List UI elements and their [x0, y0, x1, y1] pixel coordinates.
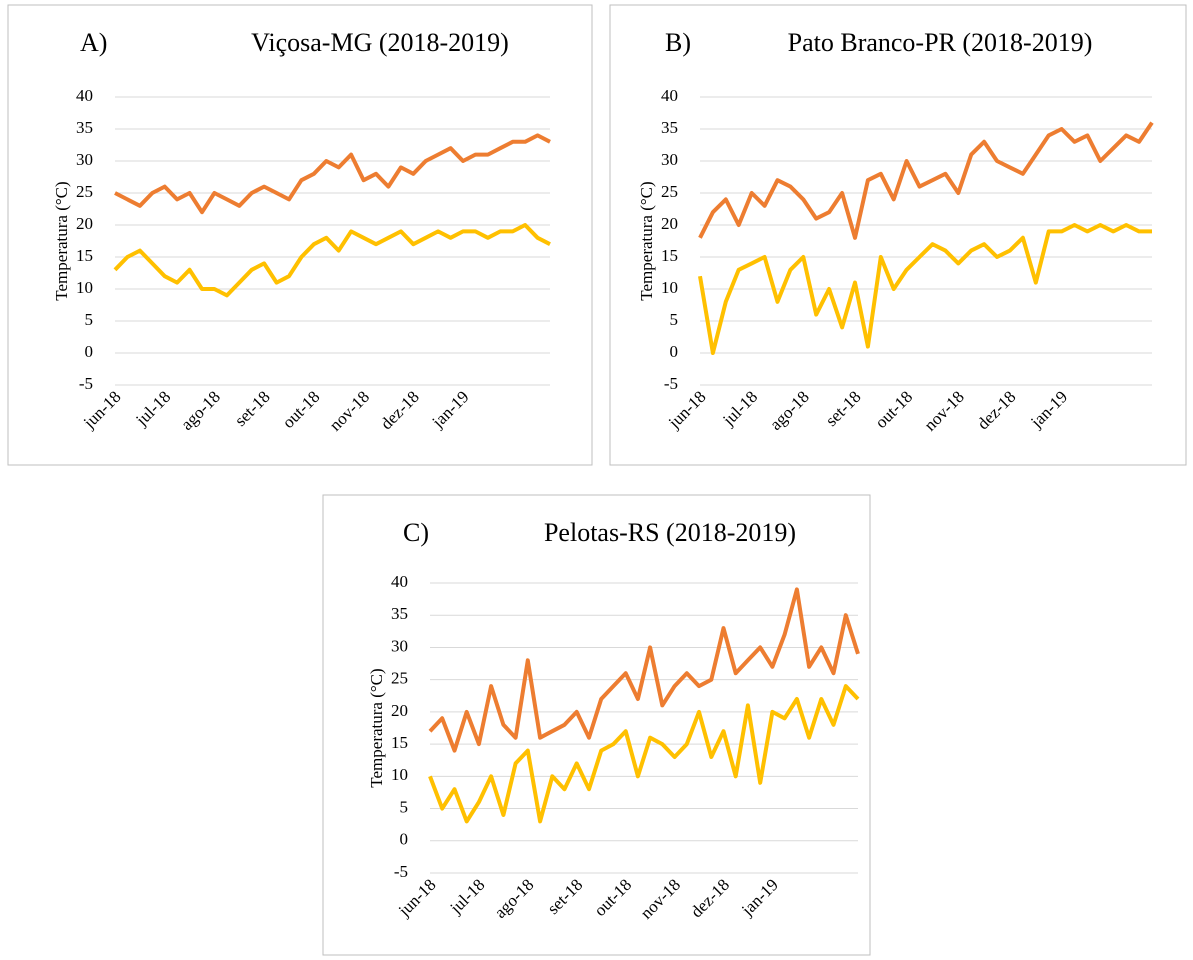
y-tick-label: -5: [664, 374, 678, 393]
y-tick-label: 40: [391, 572, 408, 591]
y-axis-label: Temperatura (°C): [367, 668, 386, 787]
y-tick-label: 40: [661, 86, 678, 105]
chart-panel: A) Viçosa-MG (2018-2019) Temperatura (°C) -…: [7, 4, 593, 466]
y-tick-label: 5: [400, 797, 409, 816]
y-axis-label: Temperatura (°C): [637, 181, 656, 300]
y-tick-label: 0: [400, 830, 409, 849]
y-tick-label: 10: [391, 765, 408, 784]
y-tick-label: 25: [661, 182, 678, 201]
panel-border: [322, 494, 871, 956]
y-tick-label: 20: [76, 214, 93, 233]
y-tick-label: 15: [391, 733, 408, 752]
data-line: [428, 587, 860, 753]
y-tick-label: 10: [661, 278, 678, 297]
panel-label: A): [80, 28, 107, 57]
y-tick-label: -5: [394, 862, 408, 881]
chart-panel: B) Pato Branco-PR (2018-2019) Temperatura …: [609, 4, 1187, 466]
y-tick-label: 0: [85, 342, 94, 361]
y-tick-label: 35: [391, 604, 408, 623]
y-tick-label: 40: [76, 86, 93, 105]
y-tick-label: 35: [661, 118, 678, 137]
chart-title: Pato Branco-PR (2018-2019): [788, 28, 1093, 57]
y-tick-label: 15: [76, 246, 93, 265]
data-line: [698, 121, 1154, 240]
data-line: [698, 223, 1152, 355]
chart-panel: C) Pelotas-RS (2018-2019) Temperatura (°C)…: [322, 494, 871, 956]
y-tick-label: 30: [391, 636, 408, 655]
y-axis-label: Temperatura (°C): [52, 181, 71, 300]
y-tick-label: 10: [76, 278, 93, 297]
panel-label: B): [665, 28, 691, 57]
y-tick-label: 35: [76, 118, 93, 137]
y-tick-label: 0: [670, 342, 679, 361]
data-line: [113, 223, 551, 298]
data-line: [428, 684, 860, 824]
y-tick-label: 25: [76, 182, 93, 201]
chart-title: Viçosa-MG (2018-2019): [251, 28, 509, 57]
y-tick-label: 5: [85, 310, 94, 329]
y-tick-label: 20: [391, 701, 408, 720]
y-tick-label: 25: [391, 669, 408, 688]
y-tick-label: 30: [661, 150, 678, 169]
y-tick-label: 15: [661, 246, 678, 265]
y-tick-label: -5: [79, 374, 93, 393]
y-tick-label: 5: [670, 310, 679, 329]
chart-title: Pelotas-RS (2018-2019): [544, 518, 796, 547]
y-tick-label: 20: [661, 214, 678, 233]
y-tick-label: 30: [76, 150, 93, 169]
panel-label: C): [403, 518, 429, 547]
panel-border: [609, 4, 1187, 466]
data-line: [114, 133, 551, 215]
